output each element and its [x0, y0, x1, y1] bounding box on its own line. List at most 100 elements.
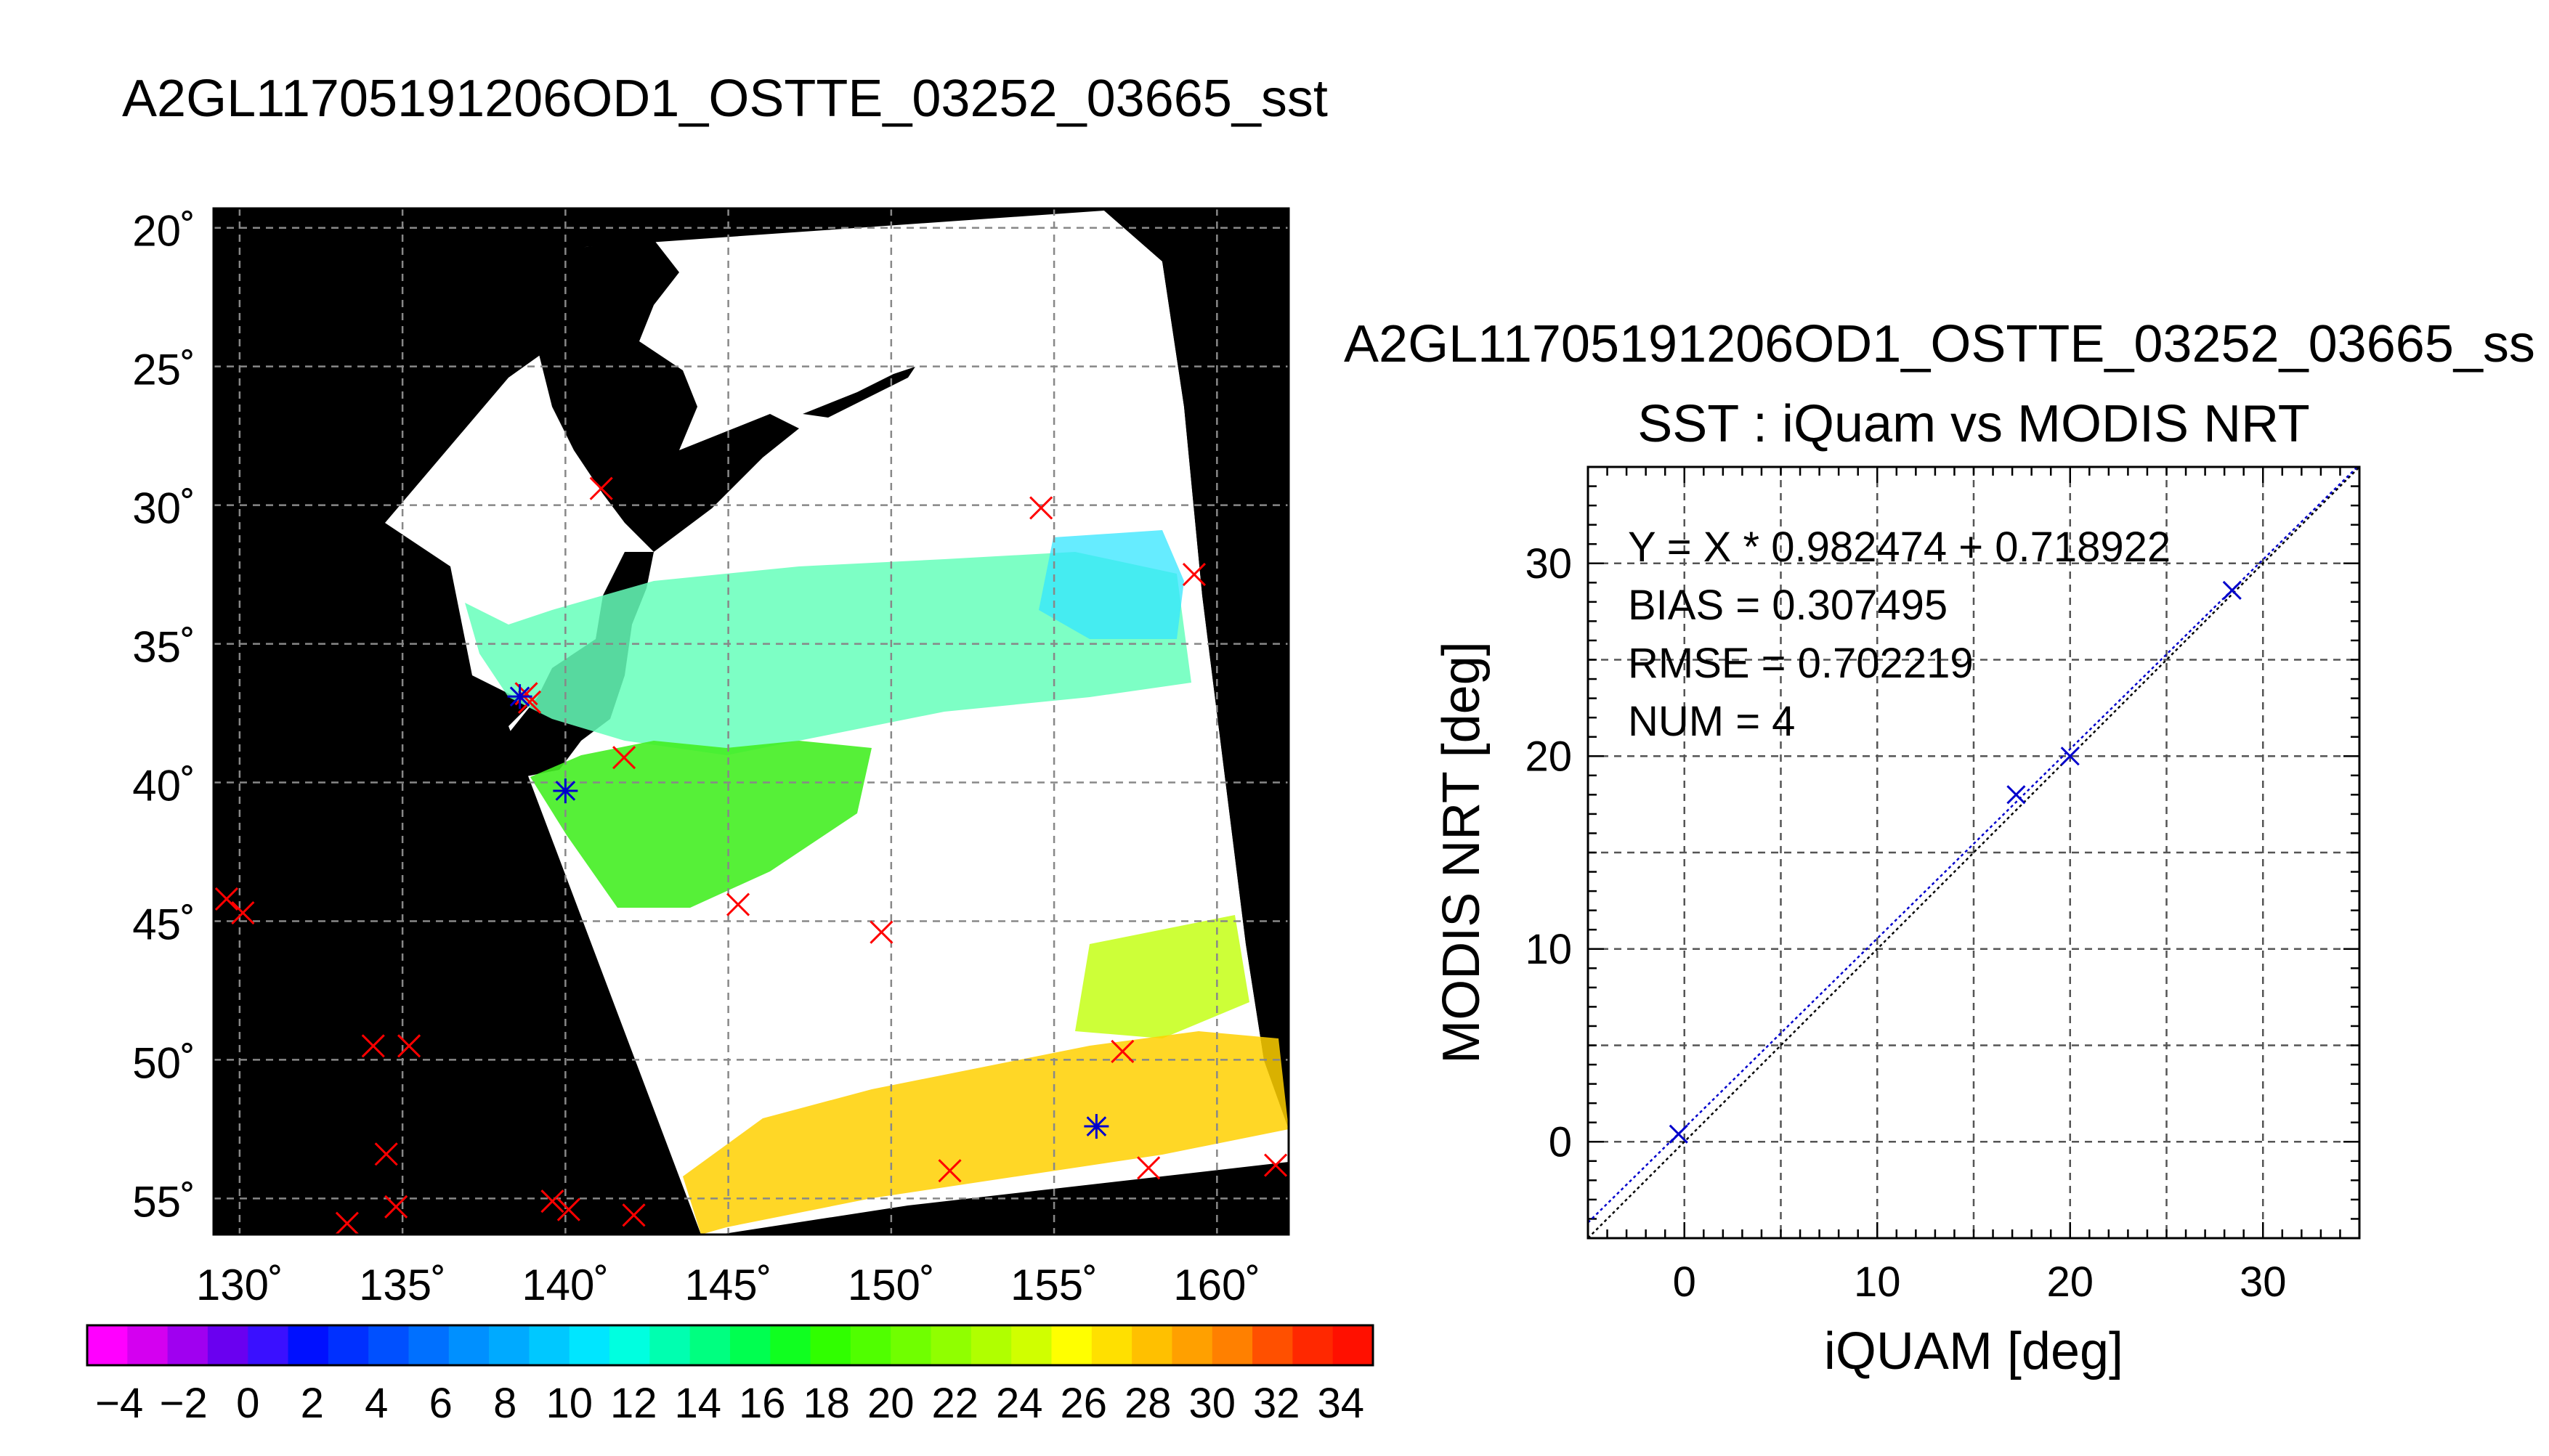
map-marker-blue-star	[553, 778, 578, 803]
colorbar-tick-label: 16	[739, 1380, 786, 1427]
lat-tick-label: 20˚	[132, 207, 195, 256]
map-marker-red-x	[397, 1034, 421, 1058]
map-title: A2GL11705191206OD1_OSTTE_03252_03665_sst	[122, 70, 1328, 128]
colorbar-cell	[569, 1325, 610, 1365]
scatter-y-tick-label: 20	[1525, 733, 1572, 780]
sst-field-north	[465, 552, 1191, 755]
colorbar-cell	[328, 1325, 369, 1365]
colorbar-cell	[931, 1325, 972, 1365]
colorbar-tick-label: 18	[803, 1380, 850, 1427]
lon-tick-label: 135˚	[359, 1261, 446, 1309]
map-marker-red-x	[622, 1203, 646, 1227]
map-marker-red-x	[540, 1189, 564, 1213]
colorbar-tick-label: 4	[365, 1380, 388, 1427]
map-markers	[214, 476, 1288, 1235]
colorbar-cell	[408, 1325, 450, 1365]
lat-tick-label: 35˚	[132, 623, 195, 672]
colorbar-cell	[850, 1325, 891, 1365]
map-area: 55˚ 50˚ 45˚ 40˚ 35˚ 30˚ 25˚ 20˚ 130˚ 135˚ 140˚ 145…	[132, 207, 1290, 1309]
map-marker-red-x	[726, 892, 750, 916]
lon-tick-label: 140˚	[522, 1261, 609, 1309]
colorbar-cell	[730, 1325, 771, 1365]
map-frame	[212, 207, 1290, 1236]
scatter-annotations: Y = X * 0.982474 + 0.718922 BIAS = 0.3074…	[1628, 524, 2171, 745]
map-marker-red-x	[335, 1211, 359, 1235]
colorbar-cell	[1011, 1325, 1053, 1365]
map-marker-red-x	[1263, 1153, 1288, 1177]
colorbar-tick-label: 20	[867, 1380, 915, 1427]
colorbar-tick-label: 12	[610, 1380, 657, 1427]
map-marker-red-x	[361, 1034, 385, 1058]
lat-tick-label: 25˚	[132, 346, 195, 394]
sst-field-yellow-green	[1075, 915, 1249, 1038]
colorbar-cell	[207, 1325, 248, 1365]
land-outside-swath-east	[1104, 211, 1289, 1129]
scatter-y-tick-labels: 0 10 20 30	[1525, 540, 1572, 1166]
scatter-annotation-line: BIAS = 0.307495	[1628, 582, 1948, 629]
colorbar-cell	[770, 1325, 811, 1365]
colorbar-tick-label: 2	[301, 1380, 324, 1427]
land-kuril-islands	[803, 367, 915, 418]
scatter-y-tick-label: 0	[1549, 1118, 1572, 1166]
scatter-y-tick-label: 10	[1525, 926, 1572, 973]
colorbar-cell	[1132, 1325, 1173, 1365]
colorbar-cell	[689, 1325, 731, 1365]
colorbar-tick-label: 0	[236, 1380, 259, 1427]
map-marker-blue-star	[507, 684, 532, 709]
scatter-grid	[1588, 467, 2359, 1238]
colorbar-tick-label: 8	[493, 1380, 516, 1427]
lat-tick-label: 30˚	[132, 484, 195, 533]
scatter-plot: 0 10 20 30 0 10 20 30 Y = X * 0.982474 + 0.718…	[1432, 465, 2361, 1380]
colorbar-cell	[1091, 1325, 1132, 1365]
scatter-annotation-line: NUM = 4	[1628, 698, 1795, 745]
land-hokkaido-sakhalin	[538, 240, 799, 552]
map-marker-red-x	[1137, 1156, 1161, 1180]
colorbar-cell	[248, 1325, 289, 1365]
lon-tick-label: 150˚	[848, 1261, 935, 1309]
scatter-y-axis-label: MODIS NRT [deg]	[1432, 641, 1491, 1064]
colorbar-tick-label: 34	[1317, 1380, 1364, 1427]
colorbar-tick-label: 30	[1188, 1380, 1236, 1427]
scatter-annotation-line: Y = X * 0.982474 + 0.718922	[1628, 524, 2171, 571]
colorbar-tick-label: 22	[931, 1380, 978, 1427]
map-marker-red-x	[1029, 496, 1053, 520]
colorbar-cell	[891, 1325, 932, 1365]
map-marker-red-x	[374, 1142, 398, 1166]
sst-field-yellow	[683, 1031, 1289, 1235]
colorbar-tick-label: 26	[1060, 1380, 1107, 1427]
lat-tick-label: 55˚	[132, 1177, 195, 1226]
colorbar-cell	[970, 1325, 1012, 1365]
colorbar-tick-label: 32	[1253, 1380, 1300, 1427]
map-marker-red-x	[1182, 563, 1207, 587]
colorbar-cell	[489, 1325, 530, 1365]
colorbar-cell	[1172, 1325, 1213, 1365]
colorbar-cell	[810, 1325, 851, 1365]
lon-tick-label: 145˚	[685, 1261, 772, 1309]
colorbar-tick-label: 10	[546, 1380, 593, 1427]
colorbar-cell	[167, 1325, 208, 1365]
map-lon-labels: 130˚ 135˚ 140˚ 145˚ 150˚ 155˚ 160˚	[196, 1261, 1261, 1309]
colorbar-tick-label: −2	[160, 1380, 208, 1427]
lat-tick-label: 40˚	[132, 762, 195, 810]
colorbar-cell	[1332, 1325, 1374, 1365]
colorbar-tick-label: 28	[1124, 1380, 1172, 1427]
colorbar-cell	[1051, 1325, 1093, 1365]
map-grid	[214, 208, 1289, 1235]
scatter-header: A2GL11705191206OD1_OSTTE_03252_03665_ss	[1344, 315, 2535, 373]
scatter-point	[2060, 747, 2080, 766]
colorbar-tick-label: 6	[429, 1380, 453, 1427]
colorbar-tick-label: 14	[674, 1380, 721, 1427]
scatter-minor-ticks	[1586, 465, 2361, 1240]
colorbar-cell	[529, 1325, 570, 1365]
map-marker-red-x	[214, 887, 239, 911]
scatter-title: SST : iQuam vs MODIS NRT	[1637, 395, 2310, 453]
colorbar-cell	[609, 1325, 650, 1365]
colorbar: −4 −2 0 2 4 6 8 10 12 14 16 18 20 22 24 26 28 30 32 34	[86, 1324, 1374, 1427]
colorbar-cell	[1252, 1325, 1293, 1365]
colorbar-cell	[1212, 1325, 1253, 1365]
map-marker-red-x	[384, 1195, 408, 1219]
colorbar-tick-label: −4	[95, 1380, 143, 1427]
map-marker-red-x	[556, 1197, 580, 1221]
